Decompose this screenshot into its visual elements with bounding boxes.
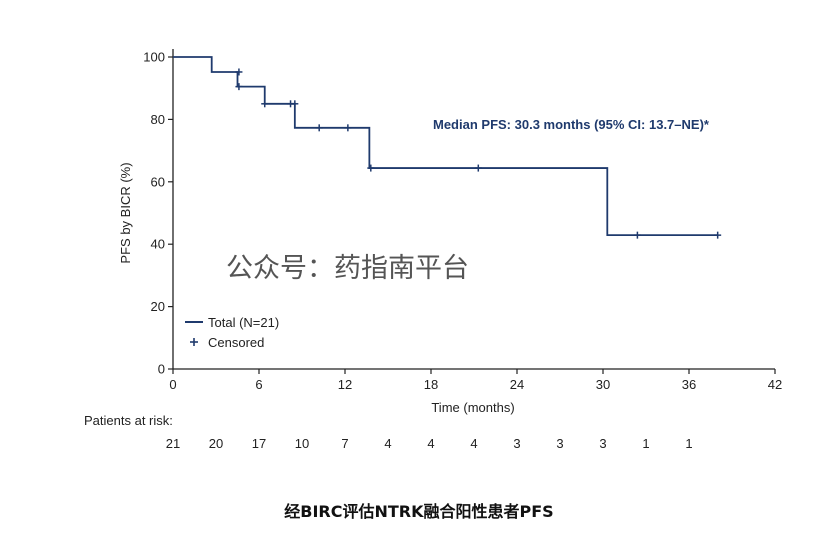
legend-label-censored: Censored bbox=[208, 335, 264, 350]
censored-mark bbox=[367, 164, 375, 172]
x-axis-label: Time (months) bbox=[431, 400, 514, 415]
y-tick-label: 40 bbox=[151, 237, 165, 252]
x-tick-label: 30 bbox=[596, 377, 610, 392]
y-tick-label: 100 bbox=[143, 50, 165, 65]
x-tick-label: 18 bbox=[424, 377, 438, 392]
censored-mark bbox=[291, 100, 299, 108]
censored-mark bbox=[344, 124, 352, 132]
risk-count: 4 bbox=[427, 436, 434, 451]
risk-count: 3 bbox=[513, 436, 520, 451]
figure-caption: 经BIRC评估NTRK融合阳性患者PFS bbox=[284, 502, 554, 521]
censored-mark bbox=[261, 100, 269, 108]
x-tick-label: 6 bbox=[255, 377, 262, 392]
y-tick-label: 0 bbox=[158, 362, 165, 377]
y-tick-label: 20 bbox=[151, 299, 165, 314]
x-tick-label: 42 bbox=[768, 377, 782, 392]
censored-mark bbox=[235, 83, 243, 91]
risk-table-row: 21 20 17 10 7 4 4 4 3 3 3 1 1 bbox=[166, 436, 693, 451]
risk-count: 4 bbox=[470, 436, 477, 451]
x-tick-label: 0 bbox=[169, 377, 176, 392]
risk-count: 1 bbox=[642, 436, 649, 451]
y-axis-label: PFS by BICR (%) bbox=[118, 162, 133, 263]
watermark-text: 公众号：药指南平台 bbox=[226, 253, 469, 284]
risk-count: 20 bbox=[209, 436, 223, 451]
series-line-total bbox=[173, 56, 718, 237]
censored-marks bbox=[235, 68, 722, 239]
risk-count: 21 bbox=[166, 436, 180, 451]
risk-count: 3 bbox=[599, 436, 606, 451]
censored-mark bbox=[235, 68, 243, 76]
x-tick-label: 24 bbox=[510, 377, 524, 392]
censored-mark bbox=[315, 124, 323, 132]
y-tick-label: 80 bbox=[151, 112, 165, 127]
risk-table-label: Patients at risk: bbox=[84, 413, 173, 428]
risk-count: 17 bbox=[252, 436, 266, 451]
legend-censor-swatch bbox=[190, 338, 198, 346]
risk-count: 7 bbox=[341, 436, 348, 451]
censored-mark bbox=[714, 231, 722, 239]
legend: Total (N=21) Censored bbox=[185, 315, 279, 350]
y-tick-label: 60 bbox=[151, 174, 165, 189]
chart-axes: 0 20 40 60 80 100 0 6 12 18 24 30 36 42 bbox=[143, 49, 782, 392]
risk-count: 1 bbox=[685, 436, 692, 451]
survival-curve bbox=[173, 56, 718, 237]
risk-count: 4 bbox=[384, 436, 391, 451]
risk-count: 10 bbox=[295, 436, 309, 451]
x-tick-label: 12 bbox=[338, 377, 352, 392]
median-pfs-annotation: Median PFS: 30.3 months (95% CI: 13.7–NE… bbox=[433, 117, 710, 132]
risk-count: 3 bbox=[556, 436, 563, 451]
x-tick-label: 36 bbox=[682, 377, 696, 392]
censored-mark bbox=[633, 231, 641, 239]
legend-label-total: Total (N=21) bbox=[208, 315, 279, 330]
censored-mark bbox=[474, 164, 482, 172]
